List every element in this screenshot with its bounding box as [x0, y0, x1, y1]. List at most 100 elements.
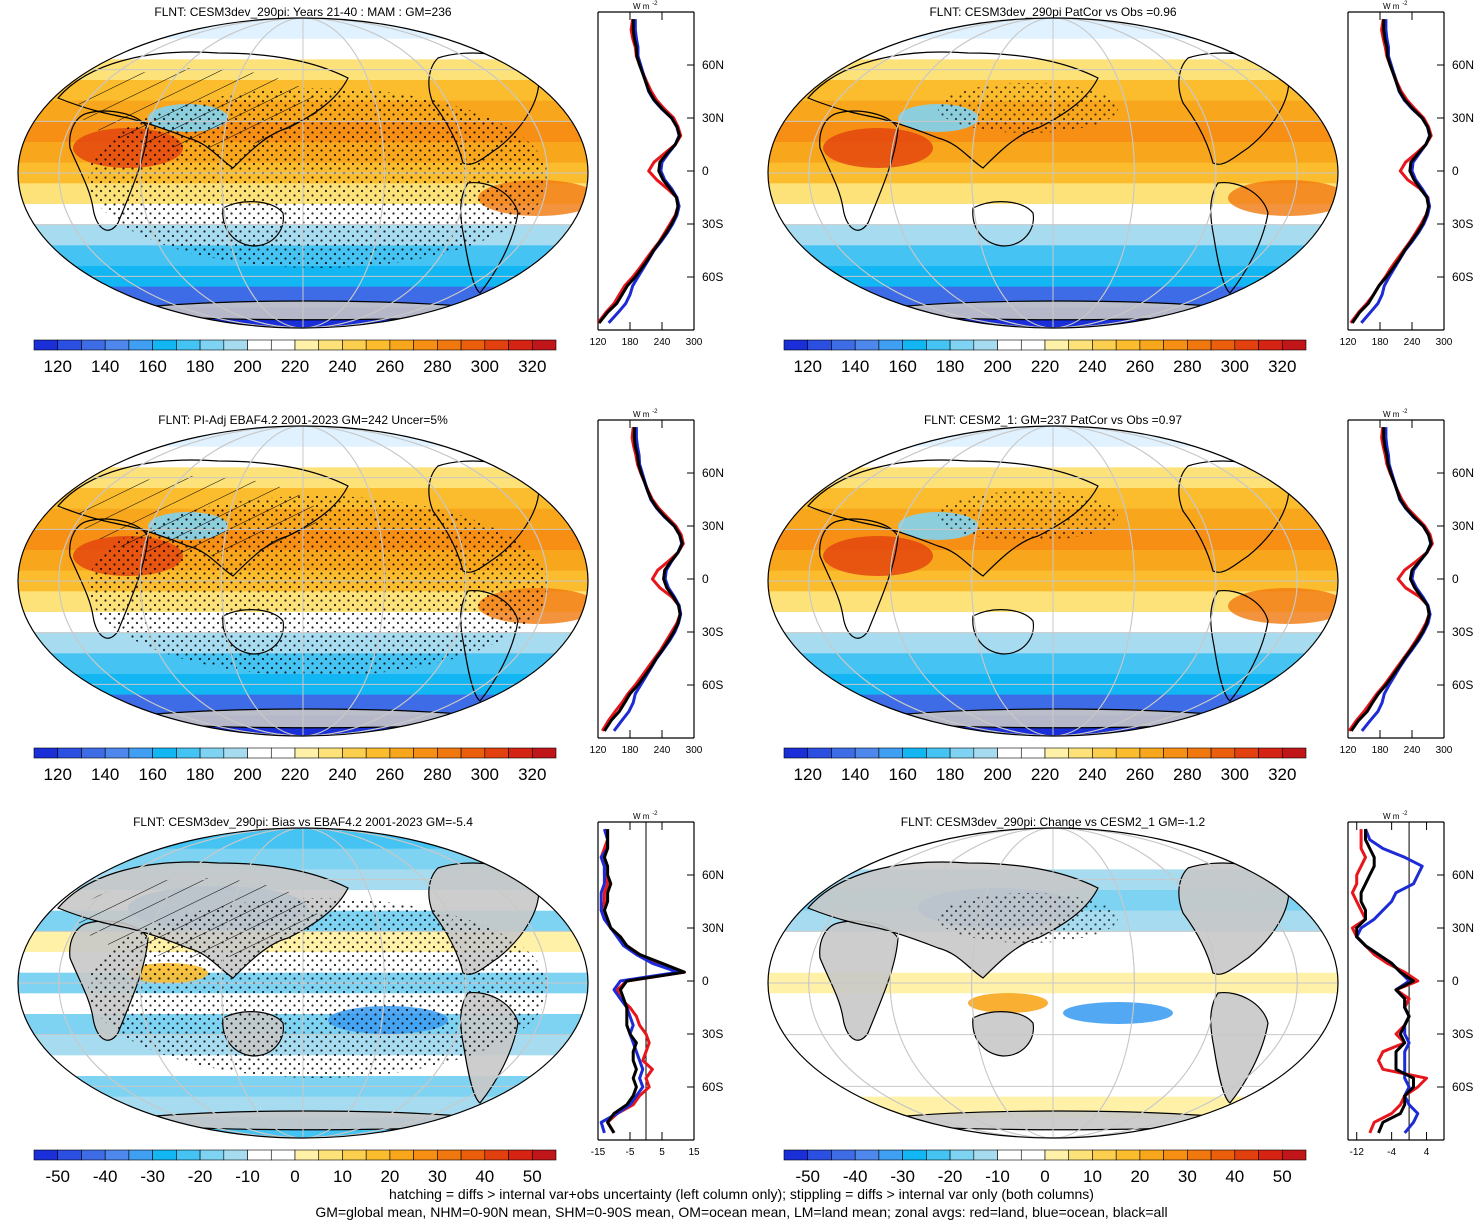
profile-x-tick-label: 4: [1424, 1147, 1430, 1158]
colorbar-tick-label: 260: [1126, 765, 1154, 784]
colorbar-swatch: [783, 1149, 809, 1161]
profile-x-tick-label: 180: [622, 337, 639, 348]
colorbar-swatch: [508, 747, 533, 759]
profile-y-tick-label: 60N: [1452, 466, 1474, 480]
colorbar-swatch: [902, 747, 927, 759]
colorbar-tick-label: 20: [380, 1167, 399, 1186]
profile-line-ocean: [599, 828, 680, 1134]
map-border: [767, 425, 1339, 737]
colorbar-tick-label: -10: [985, 1167, 1010, 1186]
colorbar-swatch: [783, 747, 809, 759]
colorbar-tick-label: 220: [1031, 357, 1059, 376]
colorbar-swatch: [365, 1149, 391, 1161]
map-field: [768, 18, 1338, 328]
colorbar-swatch: [81, 747, 106, 759]
colorbar-swatch: [926, 747, 951, 759]
colorbar-swatch: [484, 1149, 509, 1161]
colorbar-tick-label: 260: [1126, 357, 1154, 376]
colorbar-tick-label: 280: [423, 765, 451, 784]
colorbar-tick-label: 180: [936, 357, 964, 376]
graticule-lon: [221, 18, 385, 328]
colorbar-tick-label: 260: [376, 357, 404, 376]
colorbar-swatch: [831, 339, 856, 351]
map-border: [767, 17, 1339, 329]
colorbar-tick-label: 50: [523, 1167, 542, 1186]
colorbar-swatch: [389, 1149, 414, 1161]
colorbar-tick-label: 120: [44, 357, 72, 376]
colorbar-swatch: [1068, 747, 1093, 759]
colorbar-tick-label: 120: [44, 765, 72, 784]
profile-x-tick-label: 300: [1436, 337, 1453, 348]
panel-title-3: FLNT: PI-Adj EBAF4.2 2001-2023 GM=242 Un…: [158, 413, 448, 427]
colorbar-swatch: [1210, 747, 1236, 759]
colorbar-swatch: [831, 1149, 856, 1161]
colorbar-swatch: [531, 339, 557, 351]
profile-y-tick-label: 30S: [702, 1027, 723, 1041]
graticule-lon: [139, 426, 467, 736]
profile-x-tick-label: 180: [1372, 337, 1389, 348]
colorbar-swatch: [1020, 339, 1046, 351]
map-panel-4: [767, 425, 1339, 737]
profile-unit-label: W m: [633, 812, 650, 821]
profile-line-ocean: [607, 19, 681, 324]
profile-line-all: [1349, 427, 1433, 732]
colorbar-swatch: [152, 747, 177, 759]
colorbar-4: 120 140 160 180 200 220 240 260 280 300 320: [783, 747, 1307, 784]
colorbar-tick-label: 200: [233, 765, 261, 784]
colorbar-tick-label: 240: [1078, 765, 1106, 784]
profile-x-tick-label: 240: [1404, 337, 1421, 348]
profile-x-tick-label: 180: [622, 745, 639, 756]
profile-y-tick-label: 60N: [702, 58, 724, 72]
map-border: [17, 827, 589, 1139]
colorbar-swatch: [176, 339, 201, 351]
profile-x-tick-label: 240: [1404, 745, 1421, 756]
colorbar-swatch: [413, 747, 438, 759]
colorbar-swatch: [508, 1149, 533, 1161]
colorbar-swatch: [1187, 339, 1212, 351]
colorbar-tick-label: 220: [281, 765, 309, 784]
graticule-lon: [971, 18, 1135, 328]
graticule-lon: [808, 426, 1298, 736]
colorbar-swatch: [247, 339, 272, 351]
profile-x-tick-label: 300: [686, 337, 703, 348]
profile-y-tick-label: 60N: [702, 466, 724, 480]
zonal-profile-4: 120 180 240 300 60N 30N 0 30S 60S W m -2: [1340, 409, 1474, 756]
profile-x-tick-label: -4: [1387, 1147, 1396, 1158]
colorbar-3: 120 140 160 180 200 220 240 260 280 300 320: [33, 747, 557, 784]
colorbar-tick-label: 320: [518, 765, 546, 784]
profile-x-tick-label: -15: [591, 1147, 606, 1158]
profile-x-tick-label: 180: [1372, 745, 1389, 756]
colorbar-swatch: [365, 339, 391, 351]
colorbar-swatch: [33, 1149, 59, 1161]
colorbar-swatch: [152, 339, 177, 351]
colorbar-tick-label: 180: [936, 765, 964, 784]
zonal-profile-2: 120 180 240 300 60N 30N 0 30S 60S W m -2: [1340, 1, 1474, 348]
colorbar-tick-label: 320: [1268, 765, 1296, 784]
colorbar-swatch: [1139, 747, 1164, 759]
colorbar-swatch: [508, 339, 533, 351]
profile-y-tick-label: 0: [1452, 164, 1459, 178]
stippling: [88, 88, 548, 268]
profile-x-tick-label: 120: [1340, 745, 1357, 756]
profile-y-tick-label: 60S: [1452, 678, 1473, 692]
colorbar-tick-label: 120: [794, 765, 822, 784]
colorbar-swatch: [854, 1149, 880, 1161]
profile-y-tick-label: 60N: [1452, 58, 1474, 72]
colorbar-swatch: [81, 339, 106, 351]
footer-line-1: hatching = diffs > internal var+obs unce…: [389, 1186, 1094, 1202]
field-patch-warm: [968, 993, 1048, 1013]
colorbar-swatch: [1258, 339, 1283, 351]
map-field: [768, 828, 1338, 1138]
colorbar-tick-label: 0: [290, 1167, 299, 1186]
profile-x-tick-label: 120: [590, 745, 607, 756]
colorbar-swatch: [199, 339, 225, 351]
colorbar-swatch: [176, 1149, 201, 1161]
graticule-lon: [889, 18, 1217, 328]
stippling: [88, 898, 548, 1078]
colorbar-swatch: [949, 339, 975, 351]
colorbar-swatch: [531, 747, 557, 759]
profile-x-tick-label: 300: [686, 745, 703, 756]
colorbar-swatch: [878, 339, 903, 351]
colorbar-swatch: [1234, 339, 1259, 351]
colorbar-swatch: [997, 747, 1022, 759]
